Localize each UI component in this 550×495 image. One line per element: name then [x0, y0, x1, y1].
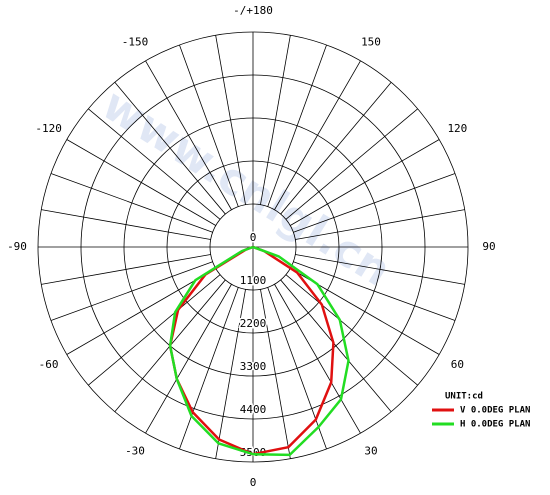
r-tick-label: 4400	[240, 403, 267, 416]
curves	[168, 245, 350, 457]
r-tick-label: 3300	[240, 360, 267, 373]
angle-tick-label: -/+180	[233, 4, 273, 17]
intensity-curve	[168, 245, 350, 457]
angle-tick-label: 30	[364, 444, 377, 457]
legend: UNIT:cd V 0.0DEG PLAN H 0.0DEG PLAN	[432, 392, 530, 430]
angle-tick-label: -150	[122, 36, 149, 49]
ring	[37, 31, 469, 463]
ring	[123, 117, 383, 377]
r-tick-label: 5500	[240, 446, 267, 459]
angle-tick-label: 90	[482, 240, 495, 253]
ring	[166, 160, 340, 334]
ring	[209, 203, 297, 291]
angle-tick-label: -120	[35, 122, 62, 135]
angle-tick-label: 120	[447, 122, 467, 135]
angle-tick-label: -90	[7, 240, 27, 253]
r-tick-label: 1100	[240, 274, 267, 287]
angle-tick-label: -30	[125, 444, 145, 457]
ring	[80, 74, 426, 420]
unit-label: UNIT:cd	[445, 392, 483, 402]
legend-label: V 0.0DEG PLAN	[460, 406, 530, 416]
r-tick-label: 0	[250, 231, 257, 244]
r-tick-label: 2200	[240, 317, 267, 330]
angle-tick-label: -60	[39, 358, 59, 371]
angle-tick-label: 0	[250, 476, 257, 489]
angle-tick-label: 150	[361, 36, 381, 49]
polar-grid: 0 1100 2200 3300 4400 5500 -/+180 150 120 90 60 30 0…	[7, 4, 496, 489]
legend-label: H 0.0DEG PLAN	[460, 420, 530, 430]
angle-tick-label: 60	[451, 358, 464, 371]
